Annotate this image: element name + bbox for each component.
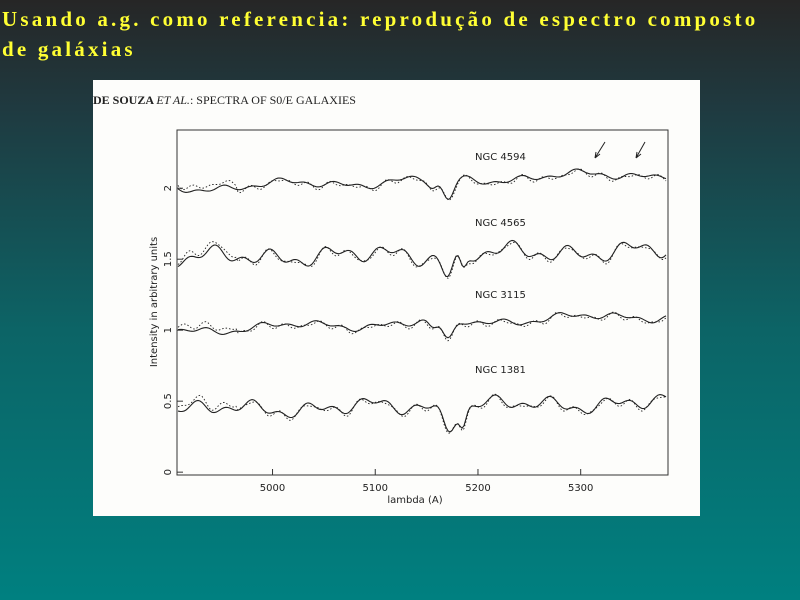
- header-etal: ET AL.: [155, 93, 190, 107]
- spectrum-model: [177, 241, 667, 279]
- arrow: [594, 141, 606, 159]
- y-tick-label: 1.5: [163, 251, 174, 267]
- figure: DE SOUZA ET AL.: SPECTRA OF S0/E GALAXIE…: [93, 80, 700, 516]
- plot-frame: [176, 129, 669, 476]
- spectrum-label: NGC 1381: [475, 365, 526, 376]
- spectrum-label: NGC 3115: [475, 290, 526, 301]
- y-tick-label: 1: [163, 327, 174, 333]
- spectrum-observed: [177, 394, 667, 433]
- spectrum-label: NGC 4565: [475, 218, 526, 229]
- x-tick-label: 5300: [568, 483, 593, 494]
- spectrum-model: [177, 393, 667, 434]
- slide-title: Usando a.g. como referencia: reprodução …: [2, 4, 758, 64]
- title-line: Usando a.g. como referencia: reprodução …: [2, 7, 759, 31]
- y-tick-label: 2: [163, 185, 174, 191]
- spectrum-observed: [177, 239, 667, 277]
- figure-header: DE SOUZA ET AL.: SPECTRA OF S0/E GALAXIE…: [93, 93, 356, 107]
- x-tick-label: 5000: [260, 483, 285, 494]
- spectrum-label: NGC 4594: [475, 152, 526, 163]
- y-tick-label: 0: [163, 469, 174, 475]
- y-tick-label: 0.5: [163, 393, 174, 409]
- spectrum-observed: [177, 168, 667, 201]
- header-rest: : SPECTRA OF S0/E GALAXIES: [190, 93, 356, 107]
- spectrum-model: [177, 311, 667, 342]
- header-author: DE SOUZA: [93, 93, 156, 107]
- x-tick-label: 5100: [363, 483, 388, 494]
- y-axis-label: Intensity in arbitrary units: [149, 237, 160, 367]
- x-tick-label: 5200: [465, 483, 490, 494]
- x-axis-label: lambda (A): [387, 495, 442, 506]
- arrow: [635, 141, 646, 159]
- figure-background: [93, 80, 700, 516]
- title-line: de galáxias: [2, 37, 136, 61]
